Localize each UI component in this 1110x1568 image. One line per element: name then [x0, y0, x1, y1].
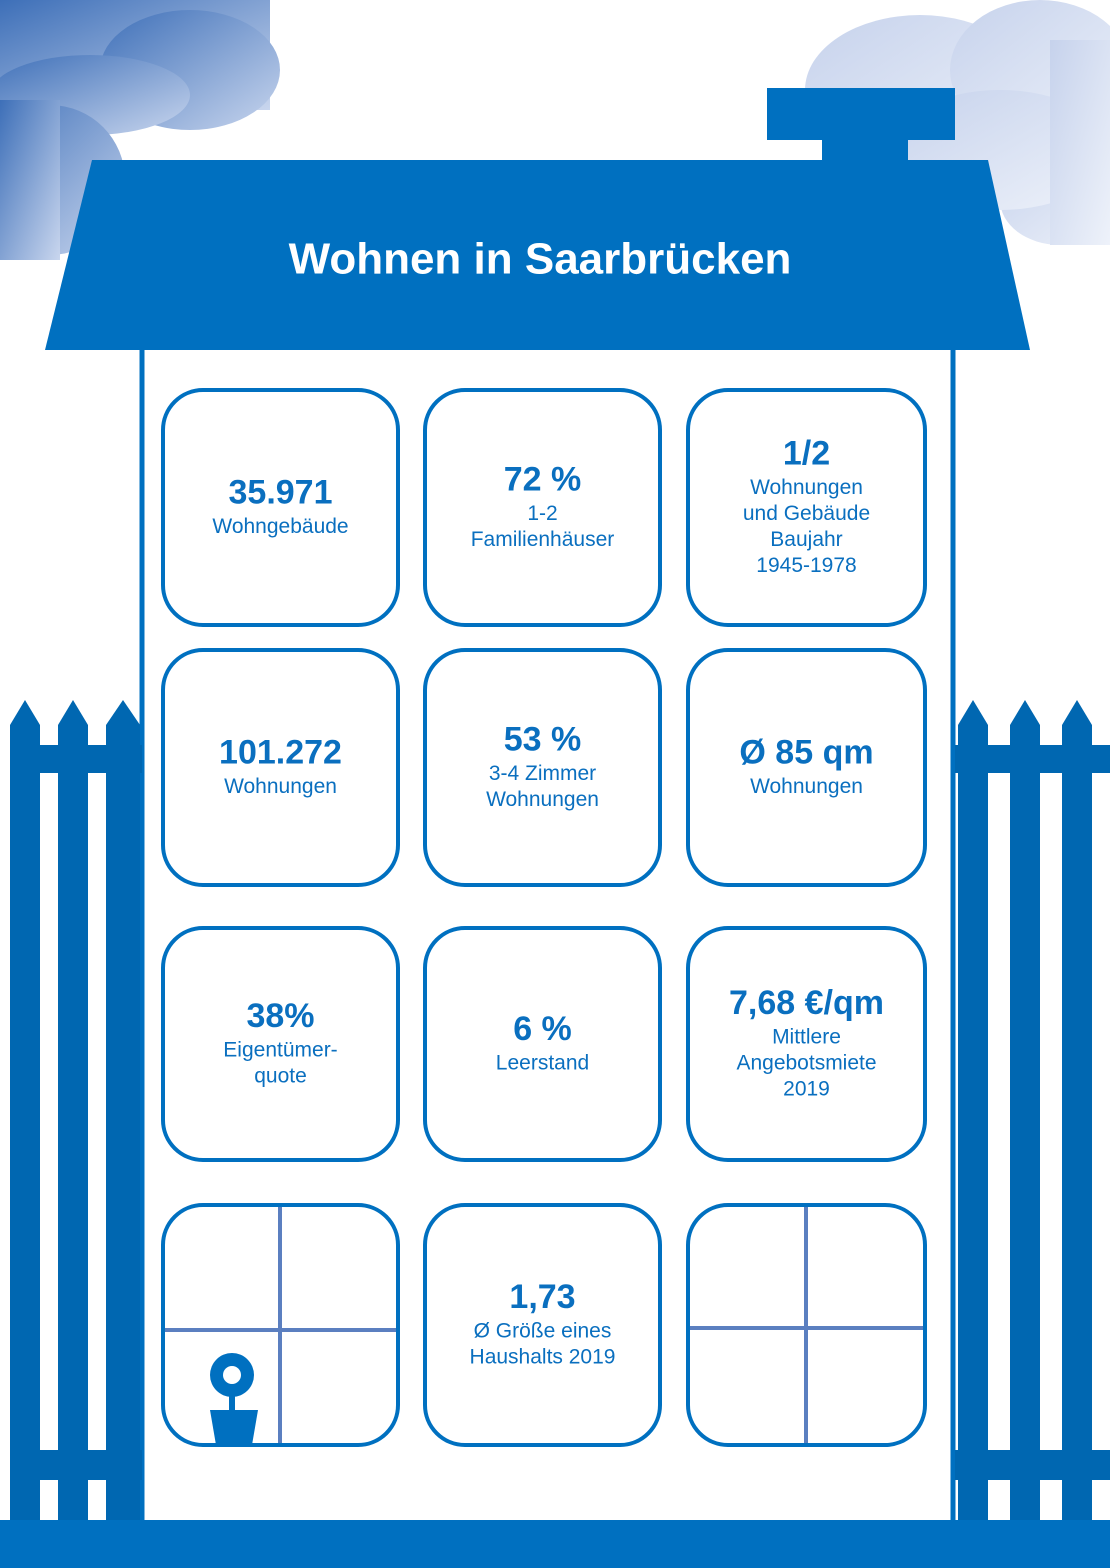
tile: 53 % 3-4 Zimmer Wohnungen: [423, 648, 662, 887]
picket: [958, 700, 988, 1520]
flower: [210, 1353, 258, 1445]
house-walls: [139, 350, 956, 1525]
tile-label: und Gebäude: [743, 502, 870, 525]
tile-label: Familienhäuser: [471, 528, 615, 551]
tile-frame: [423, 648, 662, 887]
fences: [10, 700, 1110, 1520]
tiles: 35.971 Wohngebäude 72 % 1-2 Familienhäuser 1/…: [161, 388, 927, 1447]
tile-label: Wohnungen: [486, 788, 599, 811]
tile-value: Ø 85 qm: [739, 733, 873, 771]
tile: Ø 85 qm Wohnungen: [686, 648, 927, 887]
tile-label: Wohngebäude: [212, 515, 348, 538]
tile: 6 % Leerstand: [423, 926, 662, 1162]
tile-value: 53 %: [504, 720, 582, 758]
tile-label: 3-4 Zimmer: [489, 762, 596, 785]
tile-value: 1,73: [509, 1278, 575, 1316]
tile-label: Leerstand: [496, 1052, 589, 1075]
tile-label: Wohnungen: [750, 476, 863, 499]
window-left: [161, 1203, 400, 1447]
roof: [45, 160, 1030, 350]
tile-value: 6 %: [513, 1010, 572, 1048]
picket: [1062, 700, 1092, 1520]
window-right: [686, 1203, 927, 1447]
tile-frame: [686, 388, 927, 627]
tile-value: 101.272: [219, 733, 342, 771]
tile-label: Mittlere: [772, 1026, 841, 1049]
tile-label: 1945-1978: [756, 554, 856, 577]
picket: [106, 700, 140, 1520]
tile-frame: [161, 926, 400, 1162]
cloud-left: [0, 0, 280, 260]
tile: 35.971 Wohngebäude: [161, 388, 400, 627]
tile-label: quote: [254, 1065, 307, 1088]
fence-rail: [955, 745, 1110, 773]
tile-label: 1-2: [527, 502, 557, 525]
tile-frame: [423, 388, 662, 627]
tile-label: Angebotsmiete: [736, 1052, 876, 1075]
tile-label: Wohnungen: [750, 775, 863, 798]
fence-rail: [10, 745, 142, 773]
tile: 7,68 €/qm Mittlere Angebotsmiete 2019: [686, 926, 927, 1162]
tile-value: 72 %: [504, 460, 582, 498]
picket: [10, 700, 40, 1520]
tile-label: Baujahr: [770, 528, 842, 551]
picket: [1010, 700, 1040, 1520]
tile-frame: [686, 926, 927, 1162]
picket: [58, 700, 88, 1520]
tile-label: Haushalts 2019: [470, 1346, 616, 1369]
tile-frame: [161, 388, 400, 627]
tile-value: 1/2: [783, 434, 830, 472]
tile-frame: [423, 926, 662, 1162]
fence-rail: [10, 1450, 142, 1480]
tile-label: 2019: [783, 1078, 830, 1101]
tile: 101.272 Wohnungen: [161, 648, 400, 887]
ground: [0, 1520, 1110, 1568]
fence-rail: [955, 1450, 1110, 1480]
tile: 1,73 Ø Größe eines Haushalts 2019: [423, 1203, 662, 1447]
tile-value: 38%: [246, 997, 314, 1035]
tile-frame: [686, 648, 927, 887]
tile-label: Wohnungen: [224, 775, 337, 798]
tile-frame: [161, 648, 400, 887]
tile-label: Ø Größe eines: [474, 1320, 612, 1343]
tile: 38% Eigentümer-quote: [161, 926, 400, 1162]
tile-frame: [423, 1203, 662, 1447]
tile-value: 35.971: [229, 473, 333, 511]
title: Wohnen in Saarbrücken: [289, 235, 792, 284]
tile: 72 % 1-2 Familienhäuser: [423, 388, 662, 627]
tile-value: 7,68 €/qm: [729, 984, 884, 1022]
tile-label: Eigentümer-: [223, 1039, 337, 1062]
tile: 1/2 Wohnungen und Gebäude Baujahr 1945-1978: [686, 388, 927, 627]
